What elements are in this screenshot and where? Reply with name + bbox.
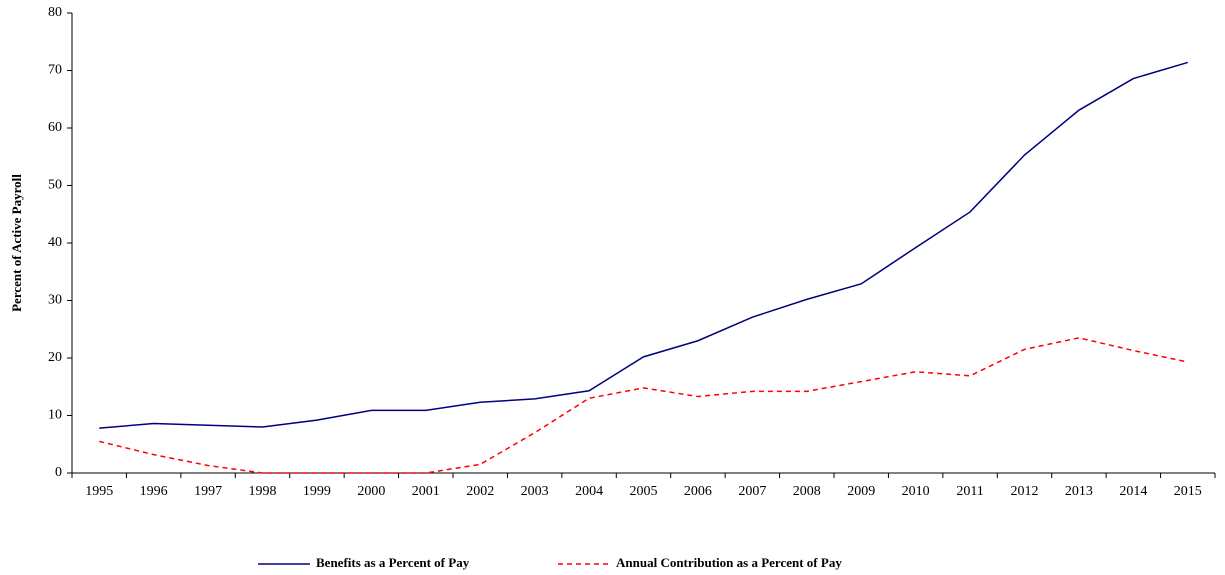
y-tick-label: 70	[48, 63, 62, 78]
x-tick-label: 2014	[1119, 484, 1147, 499]
x-tick-label: 1996	[140, 484, 168, 499]
x-tick-label: 2005	[630, 484, 658, 499]
x-tick-label: 2011	[956, 484, 983, 499]
x-tick-label: 2001	[412, 484, 440, 499]
x-tick-label: 2009	[847, 484, 875, 499]
x-tick-label: 2008	[793, 484, 821, 499]
series-line	[99, 337, 1188, 474]
x-tick-label: 1997	[194, 484, 222, 499]
x-tick-label: 2006	[684, 484, 712, 499]
y-tick-label: 50	[48, 178, 62, 193]
x-tick-label: 1999	[303, 484, 331, 499]
y-axis-title: Percent of Active Payroll	[9, 174, 24, 312]
x-tick-label: 2015	[1174, 484, 1202, 499]
x-tick-label: 2003	[521, 484, 549, 499]
x-tick-label: 2007	[738, 484, 766, 499]
y-tick-label: 60	[48, 120, 62, 135]
x-tick-label: 2010	[902, 484, 930, 499]
y-tick-label: 0	[55, 465, 62, 480]
series-line	[99, 61, 1189, 429]
x-tick-label: 1998	[249, 484, 277, 499]
x-tick-label: 2012	[1011, 484, 1039, 499]
y-tick-label: 20	[48, 350, 62, 365]
x-tick-label: 2002	[466, 484, 494, 499]
y-tick-label: 80	[48, 5, 62, 20]
x-tick-label: 2004	[575, 484, 603, 499]
x-tick-label: 1995	[85, 484, 113, 499]
y-tick-label: 30	[48, 293, 62, 308]
x-tick-label: 2013	[1065, 484, 1093, 499]
x-tick-label: 2000	[357, 484, 385, 499]
y-tick-label: 40	[48, 235, 62, 250]
legend-label: Annual Contribution as a Percent of Pay	[616, 555, 842, 570]
legend-label: Benefits as a Percent of Pay	[316, 555, 470, 570]
y-tick-label: 10	[48, 408, 62, 423]
